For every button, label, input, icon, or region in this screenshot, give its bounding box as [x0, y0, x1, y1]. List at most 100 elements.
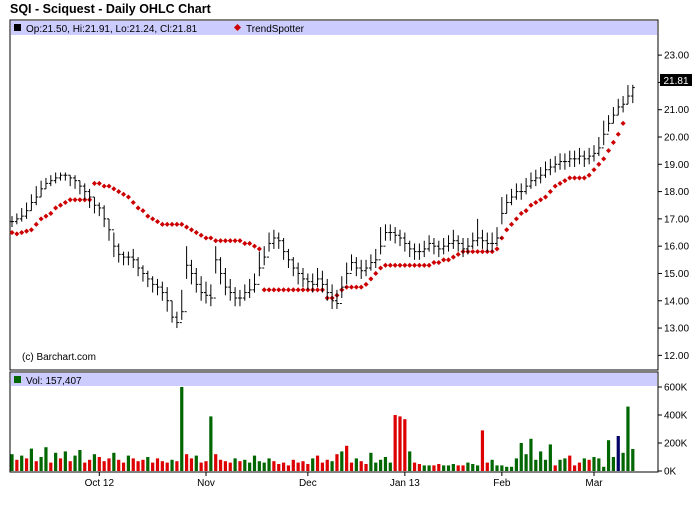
volume-bar: [88, 459, 92, 471]
price-tick-label: 12.00: [664, 351, 689, 362]
ohlc-bar: [378, 227, 383, 261]
ohlc-bar: [388, 224, 393, 241]
ohlc-bar: [165, 287, 170, 312]
date-tick-label: Feb: [493, 478, 511, 489]
ohlc-bar: [373, 248, 378, 269]
volume-bar: [160, 461, 164, 471]
ohlc-bar: [43, 177, 48, 190]
volume-bar: [393, 415, 397, 471]
ohlc-bar: [184, 246, 189, 313]
price-tick-label: 19.00: [664, 160, 689, 171]
ohlc-bar: [155, 278, 160, 296]
ohlc-bar: [271, 229, 276, 249]
volume-bar: [223, 461, 227, 471]
trendspotter-point: [188, 227, 194, 233]
volume-bar: [282, 462, 286, 471]
ohlc-bar: [58, 172, 63, 181]
volume-bar: [534, 459, 538, 471]
ohlc-bar: [393, 227, 398, 244]
ohlc-bar: [582, 150, 587, 168]
ohlc-legend-swatch: [14, 24, 21, 31]
ohlc-bar: [140, 265, 145, 282]
volume-bar: [446, 465, 451, 471]
trendspotter-point: [441, 257, 447, 263]
ohlc-bar: [136, 257, 141, 277]
trendspotter-point: [101, 183, 107, 189]
volume-bar: [422, 465, 426, 471]
price-axis: 12.00 13.00 14.00 15.00 16.00 17.00 18.00 19.00…: [658, 51, 689, 362]
ohlc-bar: [296, 262, 301, 285]
ohlc-bar: [73, 175, 78, 189]
trendspotter-point: [154, 219, 161, 225]
volume-bar: [262, 462, 266, 471]
ohlc-bar: [402, 232, 407, 252]
ohlc-bar: [160, 281, 165, 301]
volume-bar: [97, 457, 101, 471]
volume-bar: [228, 462, 232, 471]
price-tick-label: 13.00: [664, 324, 689, 335]
trendspotter-point: [504, 227, 510, 233]
volume-bar: [306, 464, 310, 471]
volume-bar: [529, 438, 533, 471]
ohlc-bar: [344, 262, 349, 288]
volume-series: [10, 387, 635, 471]
volume-bar: [621, 452, 625, 471]
trendspotter-point: [315, 287, 321, 293]
copyright-text: (c) Barchart.com: [22, 352, 96, 363]
trendspotter-point: [140, 208, 146, 214]
trendspotter-point: [72, 197, 78, 203]
ohlc-bar: [427, 235, 432, 252]
trendspotter-point: [562, 178, 568, 184]
volume-bar: [602, 466, 606, 471]
volume-bar: [548, 444, 552, 471]
volume-panel: [9, 371, 659, 473]
volume-bar: [476, 465, 480, 471]
volume-bar: [412, 462, 417, 471]
volume-bar: [563, 458, 567, 471]
ohlc-bar: [572, 150, 577, 168]
volume-bar: [417, 464, 421, 471]
volume-legend-swatch: [14, 376, 21, 383]
ohlc-bar: [548, 158, 553, 176]
volume-bar: [471, 464, 475, 471]
trendspotter-point: [397, 262, 403, 268]
ohlc-bar: [504, 194, 509, 214]
ohlc-bar: [465, 237, 470, 255]
ohlc-bar: [349, 254, 354, 274]
volume-bar: [29, 448, 33, 471]
ohlc-bar: [14, 213, 19, 225]
trendspotter-point: [271, 287, 277, 293]
date-tick-label: Jan 13: [390, 478, 420, 489]
ohlc-bar: [499, 197, 504, 239]
chart-title: SQI - Sciquest - Daily OHLC Chart: [10, 2, 212, 16]
ohlc-bar: [34, 186, 39, 206]
ohlc-bar: [199, 276, 204, 301]
volume-bar: [519, 443, 523, 471]
volume-bar: [403, 419, 407, 471]
trendspotter-point: [586, 172, 592, 178]
trendspotter-point: [538, 197, 544, 203]
volume-bar: [296, 462, 300, 471]
volume-bar: [102, 461, 106, 471]
volume-bar: [34, 461, 38, 471]
price-tick-label: 20.00: [664, 132, 689, 143]
volume-bar: [131, 458, 135, 471]
volume-bar: [345, 445, 349, 471]
ohlc-bar: [102, 205, 107, 228]
volume-bar: [485, 462, 489, 471]
volume-bar: [39, 457, 43, 471]
volume-bar: [349, 462, 354, 471]
ohlc-bar: [625, 85, 630, 105]
date-tick-label: Oct 12: [85, 478, 115, 489]
volume-bar: [558, 459, 562, 471]
trendspotter-point: [135, 205, 141, 211]
ohlc-bar: [286, 248, 291, 269]
volume-bar: [175, 461, 179, 471]
volume-bar: [252, 455, 257, 471]
volume-bar: [170, 459, 174, 471]
volume-bar: [490, 459, 494, 471]
volume-bar: [374, 462, 378, 471]
volume-bar: [427, 465, 431, 471]
